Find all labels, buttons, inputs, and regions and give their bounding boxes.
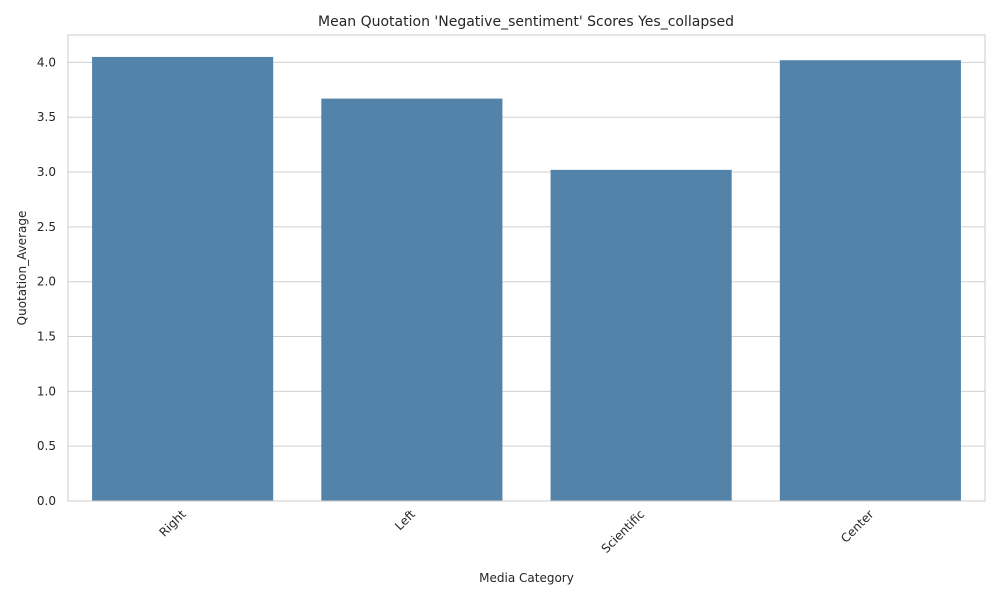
bars <box>92 56 961 502</box>
x-axis-label: Media Category <box>479 571 574 585</box>
x-tick-label: Right <box>156 507 188 539</box>
x-tick-label: Left <box>392 507 418 533</box>
x-tick-label: Center <box>838 507 877 546</box>
bar-left <box>321 98 503 502</box>
y-tick-label: 1.0 <box>37 384 56 398</box>
bar-right <box>92 56 274 501</box>
y-tick-label: 0.0 <box>37 494 56 508</box>
y-tick-label: 3.0 <box>37 165 56 179</box>
bar-center <box>779 60 961 502</box>
x-tick-label: Scientific <box>599 507 648 556</box>
chart-title: Mean Quotation 'Negative_sentiment' Scor… <box>318 14 734 30</box>
y-tick-label: 0.5 <box>37 439 56 453</box>
bar-scientific <box>550 169 732 501</box>
y-tick-label: 2.5 <box>37 220 56 234</box>
x-tick-labels: Right Left Scientific Center <box>156 507 876 556</box>
y-tick-labels: 0.0 0.5 1.0 1.5 2.0 2.5 3.0 3.5 4.0 <box>37 55 56 508</box>
y-axis-label: Quotation_Average <box>15 211 29 326</box>
y-tick-label: 1.5 <box>37 330 56 344</box>
y-tick-label: 4.0 <box>37 55 56 69</box>
y-tick-label: 2.0 <box>37 275 56 289</box>
y-tick-label: 3.5 <box>37 110 56 124</box>
plot-frame <box>67 34 986 502</box>
